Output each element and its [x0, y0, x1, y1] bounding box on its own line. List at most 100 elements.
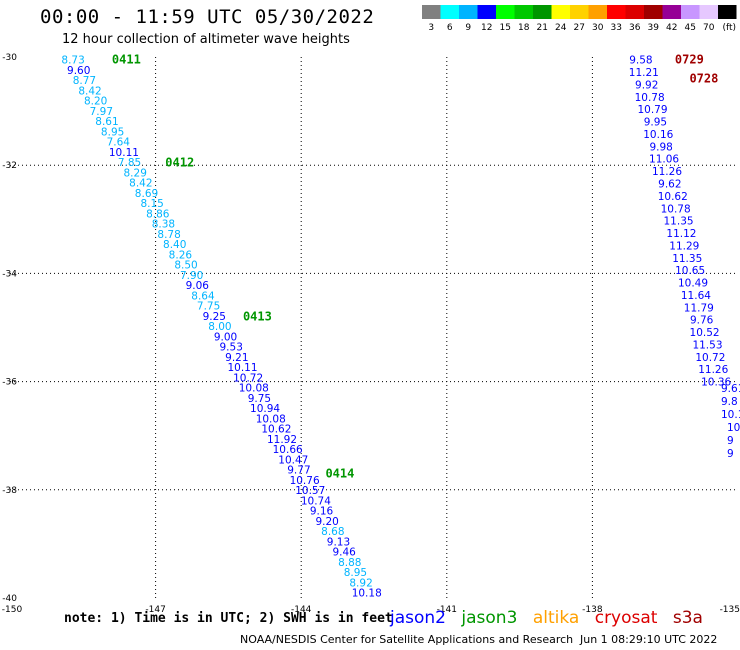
- colorbar-label: 39: [648, 23, 660, 33]
- track1-value: 8.40: [163, 239, 186, 251]
- edge-partial-value: 9.8: [721, 396, 738, 408]
- colorbar-label: (ft): [722, 23, 736, 33]
- track1-time-label: 0413: [243, 310, 272, 324]
- footer-note: note: 1) Time is in UTC; 2) SWH is in fe…: [64, 611, 393, 626]
- colorbar-label: 42: [666, 23, 677, 33]
- track1-value: 8.38: [152, 219, 175, 231]
- x-tick-label: -138: [582, 605, 603, 615]
- colorbar-swatch: [607, 5, 626, 19]
- track2-value: 11.79: [684, 302, 714, 314]
- colorbar-label: 6: [447, 23, 453, 33]
- track1-value: 10.08: [256, 413, 286, 425]
- x-tick-label: -147: [145, 605, 165, 615]
- track2-value: 10.72: [695, 352, 725, 364]
- colorbar-swatch: [477, 5, 496, 19]
- track1-value: 9.53: [220, 342, 243, 354]
- track2-value: 11.35: [672, 253, 702, 265]
- track2-value: 9.76: [690, 315, 714, 327]
- track2-value: 10.52: [690, 327, 720, 339]
- colorbar-swatch: [514, 5, 533, 19]
- colorbar-swatch: [533, 5, 552, 19]
- track2-value: 11.26: [698, 364, 728, 376]
- track2-value: 9.58: [629, 55, 652, 67]
- colorbar-label: 24: [555, 23, 567, 33]
- track1-value: 9.46: [332, 547, 356, 559]
- track1-value: 9.25: [203, 311, 226, 323]
- track1-value: 8.00: [208, 321, 231, 333]
- track1-value: 11.92: [267, 434, 297, 446]
- satellite-legend: jason2 jason3 altika cryosat s3a: [390, 608, 713, 628]
- colorbar-label: 45: [685, 23, 696, 33]
- track1-value: 9.00: [214, 331, 237, 343]
- track2-value: 9.98: [649, 141, 672, 153]
- track1-value: 10.47: [278, 454, 308, 466]
- track1-value: 7.75: [197, 301, 220, 313]
- track1-value: 8.92: [349, 577, 372, 589]
- track2-value: 10.78: [635, 92, 665, 104]
- track2-value: 11.35: [664, 216, 694, 228]
- track1-value: 10.62: [261, 424, 291, 436]
- edge-partial-value: 9.61: [721, 383, 740, 395]
- page-subtitle: 12 hour collection of altimeter wave hei…: [62, 32, 350, 47]
- footer-timestamp: Jun 1 08:29:10 UTC 2022: [580, 633, 718, 646]
- track1-value: 8.15: [140, 198, 163, 210]
- x-tick-label: -141: [437, 605, 457, 615]
- track2-value: 9.95: [644, 117, 667, 129]
- colorbar-swatch: [699, 5, 718, 19]
- track1-value: 10.18: [352, 588, 382, 600]
- x-tick-label: -135: [720, 605, 740, 615]
- track2-value: 10.65: [675, 265, 705, 277]
- track2-value: 10.16: [643, 129, 673, 141]
- track1-value: 9.77: [287, 465, 310, 477]
- track1-value: 10.72: [233, 372, 263, 384]
- colorbar-label: 3: [428, 23, 434, 33]
- track1-value: 8.77: [73, 75, 96, 87]
- colorbar-swatch: [570, 5, 589, 19]
- track2-value: 10.49: [678, 278, 708, 290]
- track1-value: 9.75: [248, 393, 271, 405]
- track1-value: 10.94: [250, 403, 280, 415]
- x-tick-label: -144: [291, 605, 312, 615]
- track1-value: 8.73: [61, 55, 84, 67]
- colorbar-swatch: [718, 5, 737, 19]
- track1-value: 7.64: [107, 137, 131, 149]
- colorbar-swatch: [662, 5, 681, 19]
- track2-value: 11.12: [666, 228, 696, 240]
- track1-value: 10.11: [227, 362, 257, 374]
- track1-value: 7.90: [180, 270, 203, 282]
- track2-time-label: 0728: [689, 72, 718, 86]
- colorbar-label: 18: [518, 23, 530, 33]
- track1-value: 10.66: [273, 444, 303, 456]
- colorbar-label: 27: [574, 23, 585, 33]
- colorbar-swatch: [440, 5, 459, 19]
- track2-value: 11.29: [669, 240, 699, 252]
- track1-value: 8.20: [84, 96, 107, 108]
- colorbar-label: 33: [611, 23, 622, 33]
- track1-value: 8.26: [169, 249, 193, 261]
- footer-credit: NOAA/NESDIS Center for Satellite Applica…: [240, 633, 574, 646]
- colorbar-swatch: [422, 5, 441, 19]
- track1-value: 8.95: [344, 567, 367, 579]
- x-tick-label: -150: [2, 605, 23, 615]
- track1-value: 9.20: [315, 516, 338, 528]
- colorbar-label: 9: [465, 23, 471, 33]
- track1-value: 9.06: [186, 280, 210, 292]
- colorbar-label: 70: [703, 23, 715, 33]
- y-tick-label: -36: [2, 378, 17, 388]
- track2-value: 10.36: [701, 377, 731, 389]
- edge-partial-value: 9: [727, 448, 734, 460]
- track2-value: 11.64: [681, 290, 711, 302]
- y-tick-label: -34: [2, 269, 17, 279]
- track2-value: 11.26: [652, 166, 682, 178]
- colorbar-label: 36: [629, 23, 641, 33]
- track1-value: 8.61: [95, 116, 118, 128]
- track2-value: 11.53: [692, 339, 722, 351]
- track2-value: 11.06: [649, 154, 679, 166]
- track1-value: 8.29: [124, 167, 147, 179]
- track1-value: 7.97: [90, 106, 113, 118]
- track1-time-label: 0414: [325, 467, 354, 481]
- colorbar-swatch: [625, 5, 644, 19]
- colorbar-swatch: [644, 5, 663, 19]
